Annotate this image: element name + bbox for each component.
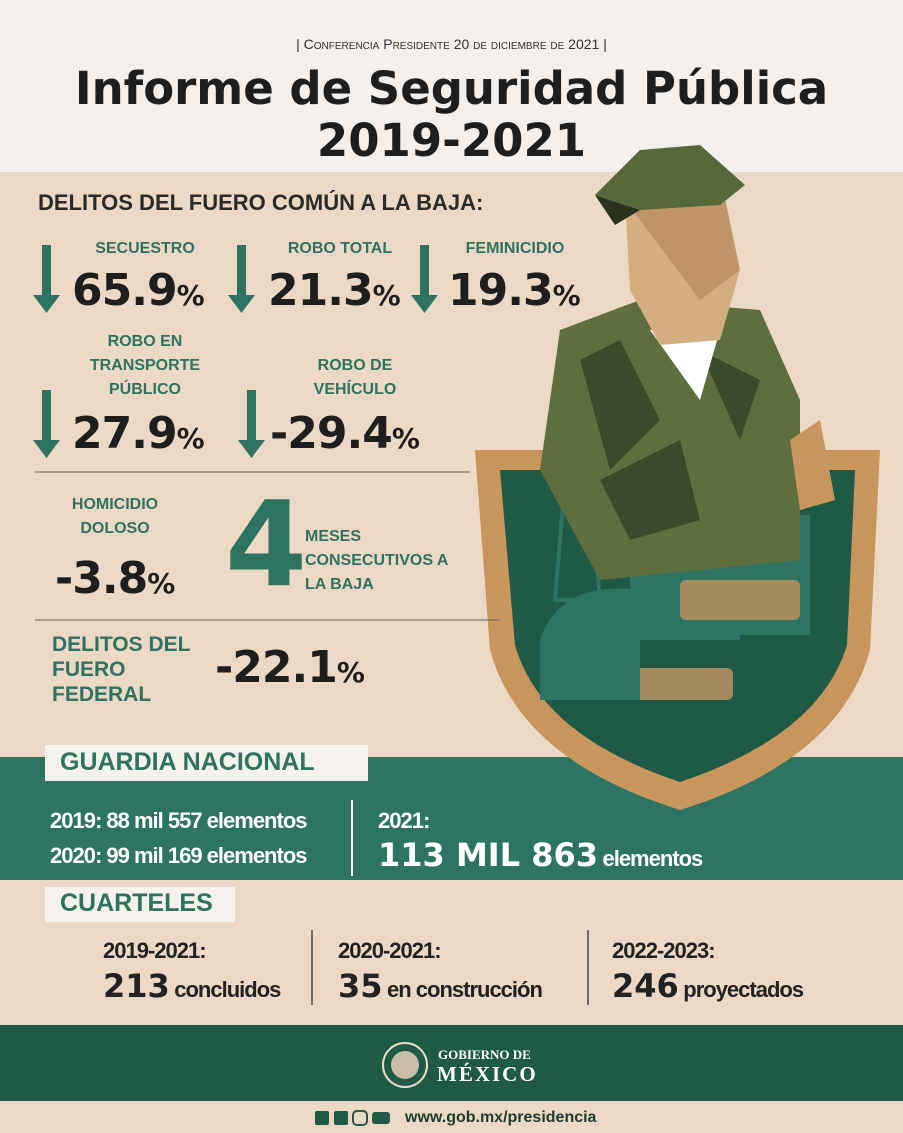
cuarteles-title: CUARTELES — [60, 889, 213, 917]
value: 21.3 — [268, 265, 374, 316]
unit: % — [391, 422, 420, 455]
value: -22.1 — [215, 642, 338, 693]
number: 246 — [612, 967, 679, 1005]
item-value: 21.3% — [268, 265, 401, 316]
number: 113 MIL 863 — [378, 836, 599, 874]
item-label: SECUESTRO — [95, 240, 195, 257]
value: 19.3 — [448, 265, 554, 316]
federal-label: DELITOS DEL FUERO FEDERAL — [52, 633, 191, 706]
title-years: 2019-2021 — [316, 114, 587, 167]
guardia-current: 113 MIL 863 elementos — [378, 836, 703, 874]
text: proyectados — [683, 977, 804, 1002]
subtitle: | Conferencia Presidente 20 de diciembre… — [296, 36, 607, 52]
cuartel: 35 en construcción — [338, 967, 543, 1005]
item-value: -29.4% — [270, 408, 420, 459]
url: www.gob.mx/presidencia — [405, 1109, 597, 1126]
gov-line1: GOBIERNO DE — [438, 1047, 531, 1062]
period: 2022-2023: — [612, 938, 716, 963]
value: 65.9 — [72, 265, 178, 316]
item-value: -3.8% — [55, 553, 175, 604]
section-heading: DELITOS DEL FUERO COMÚN A LA BAJA: — [38, 190, 484, 215]
unit: % — [552, 279, 581, 312]
item-value: 65.9% — [72, 265, 205, 316]
cuartel: 213 concluidos — [103, 967, 281, 1005]
item-label: HOMICIDIO DOLOSO — [71, 496, 159, 537]
text: elementos — [602, 846, 703, 871]
period: 2019-2021: — [103, 938, 207, 963]
item-label: ROBO TOTAL — [287, 240, 393, 257]
value: 27.9 — [72, 408, 178, 459]
item-label: ROBO EN TRANSPORTE PÚBLICO — [89, 333, 201, 398]
months-number: 4 — [225, 475, 308, 613]
item-label: FEMINICIDIO — [465, 240, 565, 257]
guardia-title: GUARDIA NACIONAL — [60, 748, 315, 776]
item-value: 27.9% — [72, 408, 205, 459]
months-text: MESES CONSECUTIVOS A LA BAJA — [305, 528, 448, 593]
title: Informe de Seguridad Pública — [74, 62, 829, 115]
number: 213 — [103, 967, 170, 1005]
unit: % — [336, 656, 365, 689]
value: -3.8 — [55, 553, 148, 604]
guardia-line: 2020: 99 mil 169 elementos — [50, 843, 307, 868]
text: en construcción — [386, 977, 543, 1002]
cuartel: 246 proyectados — [612, 967, 804, 1005]
unit: % — [176, 279, 205, 312]
unit: % — [176, 422, 205, 455]
unit: % — [372, 279, 401, 312]
item-value: 19.3% — [448, 265, 581, 316]
number: 35 — [338, 967, 383, 1005]
text: concluidos — [174, 977, 281, 1002]
item-label: ROBO DE VEHÍCULO — [313, 357, 397, 398]
unit: % — [147, 567, 175, 600]
federal-value: -22.1% — [215, 642, 365, 693]
guardia-line: 2019: 88 mil 557 elementos — [50, 808, 307, 833]
value: -29.4 — [270, 408, 393, 459]
guardia-year: 2021: — [378, 808, 430, 833]
gov-line2: MÉXICO — [437, 1062, 538, 1086]
period: 2020-2021: — [338, 938, 442, 963]
